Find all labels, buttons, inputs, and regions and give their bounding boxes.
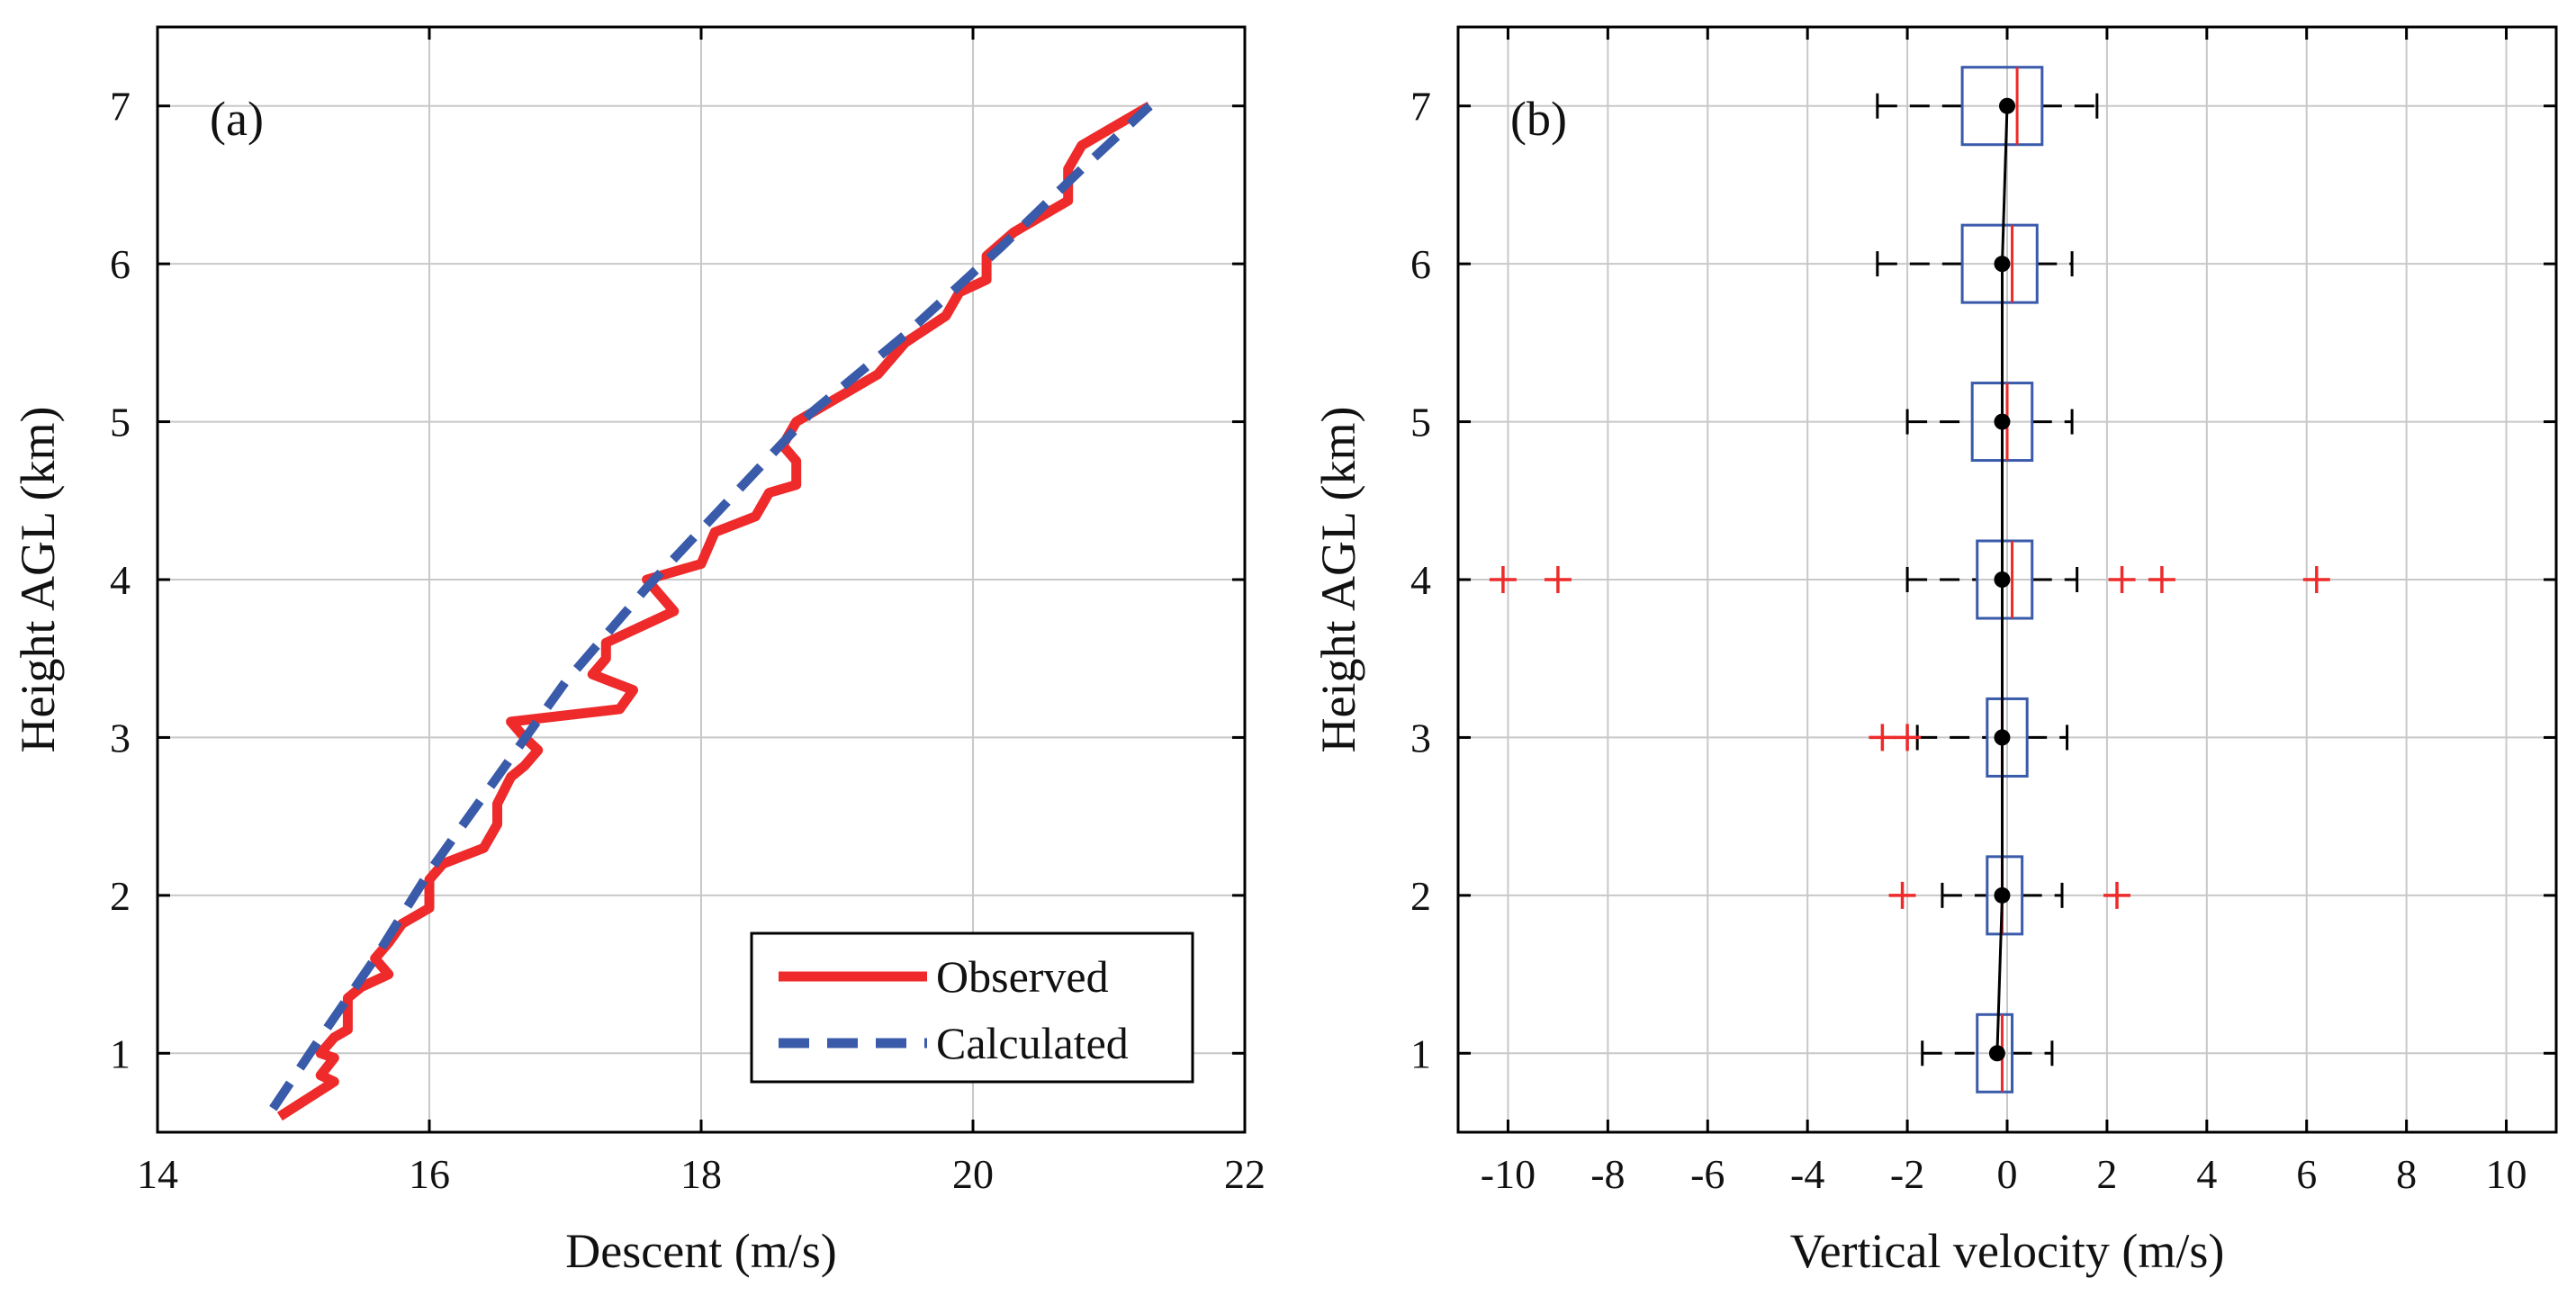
x-tick-label: 20: [952, 1151, 994, 1197]
x-tick-label: -2: [1890, 1151, 1924, 1197]
x-tick-label: 14: [137, 1151, 178, 1197]
panel-a-series: [269, 101, 1153, 1121]
outlier-marker: [2148, 566, 2175, 593]
x-tick-label: -6: [1690, 1151, 1725, 1197]
boxplot-6km: [1876, 223, 2074, 304]
series-line-observed: [276, 101, 1153, 1121]
y-tick-label: 5: [1410, 400, 1431, 446]
x-tick-label: 8: [2396, 1151, 2417, 1197]
x-tick-label: 22: [1224, 1151, 1265, 1197]
mean-marker: [1994, 413, 2011, 430]
outlier-marker: [1894, 724, 1922, 752]
panel-b-x-ticks: -10 -8 -6 -4 -2 0 2 4 6 8 10: [1481, 27, 2527, 1197]
y-tick-label: 2: [1410, 873, 1431, 919]
y-tick-label: 7: [110, 84, 131, 130]
legend-box: [750, 932, 1194, 1084]
x-tick-label: 4: [2196, 1151, 2217, 1197]
x-tick-label: 2: [2096, 1151, 2117, 1197]
outlier-marker: [1544, 566, 1572, 593]
panel-b-y-axis-label: Height AGL (km): [1311, 407, 1365, 753]
panel-a-legend: Observed Calculated: [750, 932, 1194, 1084]
boxplot-7km: [1876, 66, 2099, 147]
mean-marker: [1994, 256, 2011, 273]
panel-a-axes-frame: [156, 25, 1247, 1134]
y-tick-label: 6: [110, 241, 131, 287]
panel-a-y-axis-label: Height AGL (km): [11, 407, 65, 753]
x-tick-label: -4: [1790, 1151, 1824, 1197]
mean-marker: [1994, 729, 2011, 746]
y-tick-label: 6: [1410, 241, 1431, 287]
outlier-marker: [1489, 566, 1517, 593]
y-tick-label: 4: [110, 557, 131, 603]
mean-marker: [1994, 572, 2011, 588]
x-tick-label: -10: [1481, 1151, 1536, 1197]
panel-a-label: (a): [210, 92, 264, 146]
panel-a-x-axis-label: Descent (m/s): [565, 1224, 836, 1278]
box-iqr: [1986, 697, 2029, 778]
outlier-marker: [1888, 881, 1916, 909]
outlier-marker: [1869, 724, 1896, 752]
outlier-marker: [2302, 566, 2330, 593]
y-tick-label: 1: [110, 1030, 131, 1076]
x-tick-label: 0: [1997, 1151, 2018, 1197]
panel-a-y-ticks: 1 2 3 4 5 6 7: [110, 84, 1245, 1076]
panel-b-axes-frame: [1456, 25, 2558, 1134]
x-tick-label: 18: [680, 1151, 722, 1197]
box-iqr: [1976, 1012, 2014, 1094]
panel-b-boxplots: [1489, 66, 2330, 1094]
box-iqr: [1986, 855, 2024, 936]
panel-b-x-axis-label: Vertical velocity (m/s): [1790, 1224, 2225, 1278]
x-tick-label: 16: [409, 1151, 450, 1197]
x-tick-label: -8: [1590, 1151, 1625, 1197]
y-tick-label: 1: [1410, 1030, 1431, 1076]
y-tick-label: 2: [110, 873, 131, 919]
mean-marker: [1988, 1045, 2005, 1062]
mean-marker: [1999, 97, 2015, 114]
box-iqr: [1960, 66, 2044, 147]
legend-label-observed: Observed: [936, 951, 1109, 1002]
boxplot-4km: [1489, 539, 2330, 620]
y-tick-label: 3: [110, 715, 131, 760]
y-tick-label: 4: [1410, 557, 1431, 603]
box-iqr: [1960, 223, 2039, 304]
y-tick-label: 7: [1410, 84, 1431, 130]
y-tick-label: 3: [1410, 715, 1431, 760]
y-tick-label: 5: [110, 400, 131, 446]
legend-label-calculated: Calculated: [936, 1018, 1129, 1068]
x-tick-label: 10: [2486, 1151, 2527, 1197]
panel-b-y-ticks: 1 2 3 4 5 6 7: [1410, 84, 2556, 1076]
series-line-calculated: [269, 103, 1153, 1112]
outlier-marker: [2103, 881, 2130, 909]
x-tick-label: 6: [2296, 1151, 2317, 1197]
mean-marker: [1994, 886, 2011, 904]
box-iqr: [1976, 539, 2034, 620]
outlier-marker: [2108, 566, 2136, 593]
panel-b-label: (b): [1510, 92, 1567, 146]
